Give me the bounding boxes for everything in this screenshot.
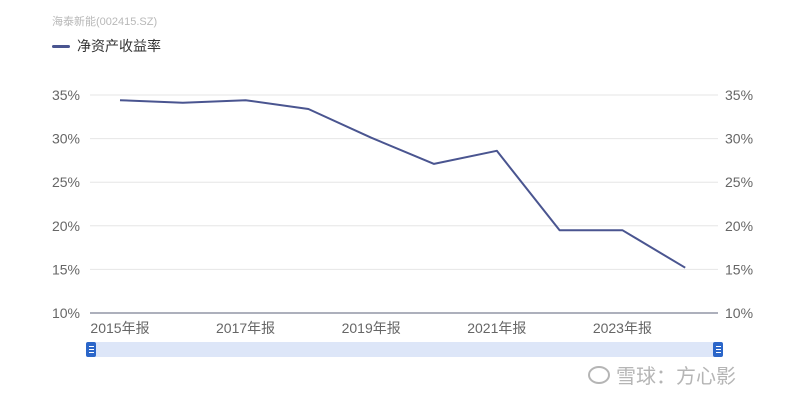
grid-lines	[90, 94, 718, 270]
series-line	[119, 99, 686, 269]
x-tick-label: 2021年报	[467, 320, 526, 336]
x-tick-label: 2015年报	[90, 320, 149, 336]
y-tick-label-right: 25%	[725, 174, 753, 190]
y-tick-label-right: 30%	[725, 131, 753, 147]
x-tick-label: 2017年报	[216, 320, 275, 336]
y-tick-label-right: 20%	[725, 218, 753, 234]
tick-labels: 35% 35% 30% 30% 25% 25% 20% 20% 15% 15% 10% 10% 2015…	[52, 87, 753, 336]
stock-title: 海泰新能(002415.SZ)	[52, 16, 158, 28]
y-tick-label-left: 20%	[52, 218, 80, 234]
zoom-handle-left[interactable]	[86, 342, 96, 357]
legend-swatch	[52, 44, 70, 48]
zoom-handle-right[interactable]	[713, 342, 723, 357]
y-tick-label-right: 10%	[725, 305, 753, 321]
legend-label: 净资产收益率	[77, 38, 161, 54]
y-tick-label-left: 35%	[52, 87, 80, 103]
y-tick-label-left: 15%	[52, 261, 80, 277]
watermark: 雪球：方心影	[588, 360, 736, 389]
y-tick-label-left: 10%	[52, 305, 80, 321]
zoom-slider-track[interactable]	[90, 342, 718, 357]
series-layer	[119, 99, 686, 269]
y-tick-label-left: 25%	[52, 174, 80, 190]
wechat-icon	[588, 365, 610, 384]
watermark-text: 雪球：方心影	[616, 366, 736, 388]
legend[interactable]: 净资产收益率	[52, 36, 161, 56]
y-tick-label-left: 30%	[52, 131, 80, 147]
line-chart: 35% 35% 30% 30% 25% 25% 20% 20% 15% 15% 10% 10% 2015…	[52, 87, 753, 336]
y-tick-label-right: 35%	[725, 87, 753, 103]
x-tick-label: 2023年报	[593, 320, 652, 336]
x-tick-label: 2019年报	[342, 320, 401, 336]
y-tick-label-right: 15%	[725, 261, 753, 277]
